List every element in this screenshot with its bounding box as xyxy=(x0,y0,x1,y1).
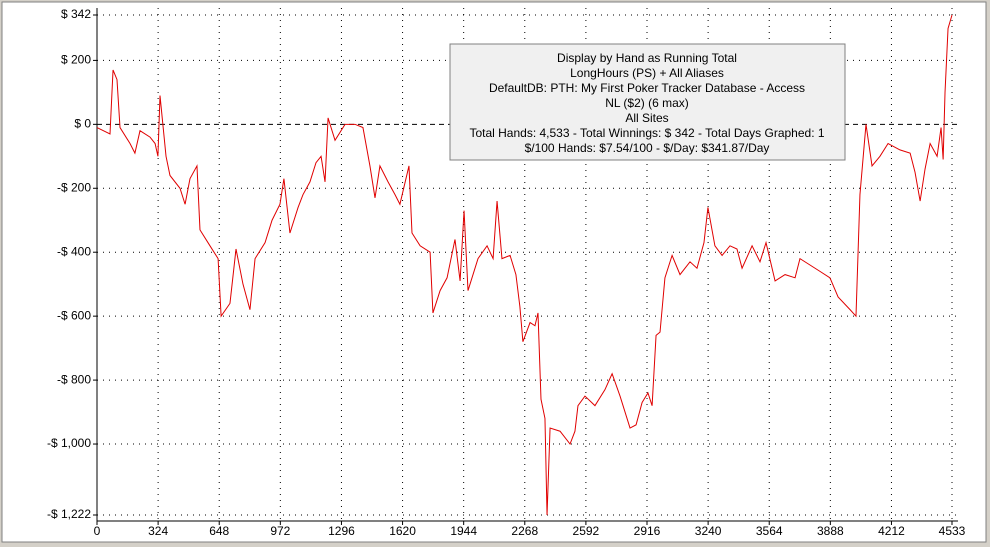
x-tick-label: 3888 xyxy=(817,524,844,538)
x-tick-label: 0 xyxy=(94,524,101,538)
info-line: LongHours (PS) + All Aliases xyxy=(570,66,724,80)
x-tick-label: 2592 xyxy=(573,524,600,538)
y-tick-label: -$ 400 xyxy=(57,244,91,258)
y-tick-label: $ 342 xyxy=(61,7,91,21)
x-tick-label: 1620 xyxy=(389,524,416,538)
x-tick-label: 1296 xyxy=(328,524,355,538)
x-tick-label: 2916 xyxy=(634,524,661,538)
data-line xyxy=(96,14,953,516)
x-tick-label: 2268 xyxy=(511,524,538,538)
y-tick-label: -$ 600 xyxy=(57,308,91,322)
info-line: NL ($2) (6 max) xyxy=(605,96,689,110)
y-tick-label: $ 200 xyxy=(61,53,91,67)
y-tick-label: -$ 1,222 xyxy=(47,507,91,521)
x-tick-label: 4212 xyxy=(878,524,905,538)
info-line: Total Hands: 4,533 - Total Winnings: $ 3… xyxy=(469,126,824,140)
info-box: Display by Hand as Running TotalLongHour… xyxy=(449,43,846,161)
y-tick-label: -$ 200 xyxy=(57,180,91,194)
info-line: All Sites xyxy=(625,111,668,125)
x-tick-label: 648 xyxy=(209,524,229,538)
x-tick-label: 972 xyxy=(270,524,290,538)
info-line: DefaultDB: PTH: My First Poker Tracker D… xyxy=(489,81,805,95)
x-tick-label: 324 xyxy=(148,524,168,538)
y-tick-label: $ 0 xyxy=(74,117,91,131)
x-tick-label: 1944 xyxy=(450,524,477,538)
x-tick-label: 4533 xyxy=(939,524,966,538)
info-box-frame xyxy=(449,43,846,161)
x-tick-label: 3240 xyxy=(695,524,722,538)
x-tick-label: 3564 xyxy=(756,524,783,538)
info-line: $/100 Hands: $7.54/100 - $/Day: $341.87/… xyxy=(525,141,770,155)
y-tick-label: -$ 800 xyxy=(57,372,91,386)
y-tick-label: -$ 1,000 xyxy=(47,436,91,450)
info-line: Display by Hand as Running Total xyxy=(557,51,737,65)
